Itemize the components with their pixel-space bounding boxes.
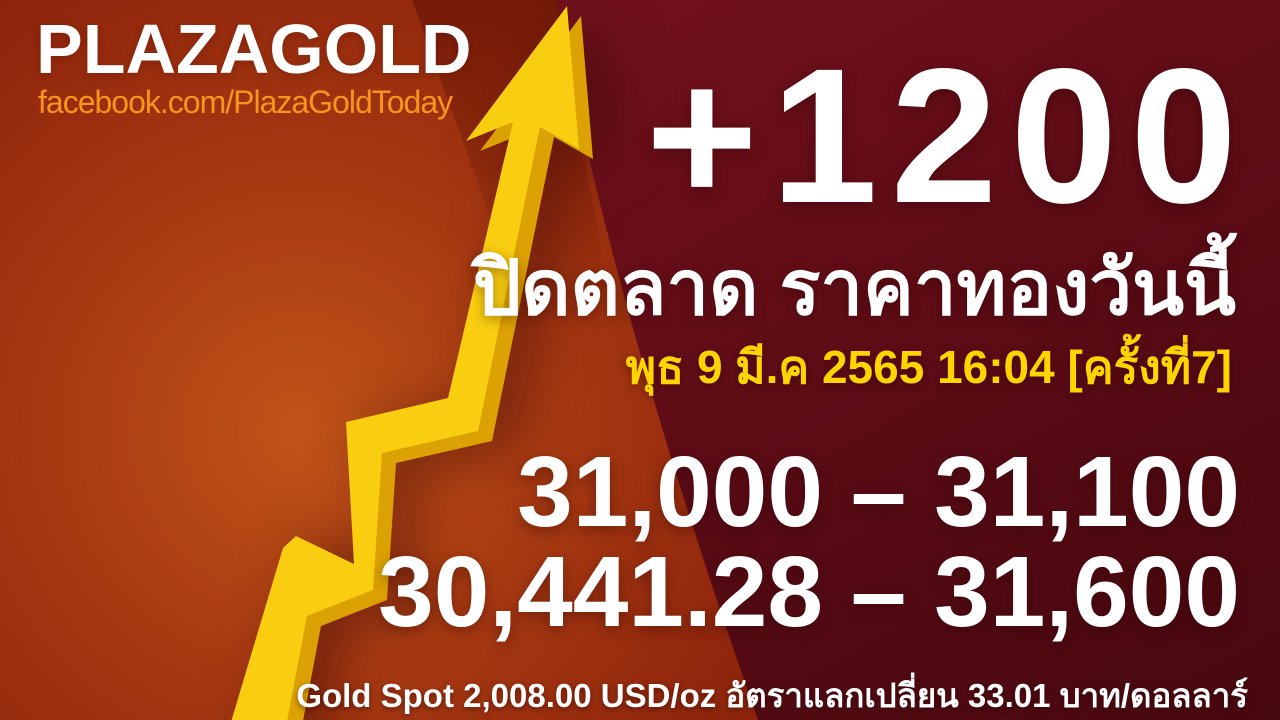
price-change: +1200 [645, 28, 1250, 243]
price-line-2: 30,441.28 – 31,600 [378, 536, 1240, 648]
gold-spot-line: Gold Spot 2,008.00 USD/oz อัตราแลกเปลี่ย… [296, 677, 1248, 714]
brand-logo: PLAZAGOLD [36, 10, 472, 88]
headline: ปิดตลาด ราคาทองวันนี้ [472, 246, 1236, 331]
price-line-1: 31,000 – 31,100 [517, 436, 1240, 548]
facebook-url: facebook.com/PlazaGoldToday [38, 84, 453, 120]
date-time-line: พุธ 9 มี.ค 2565 16:04 [ครั้งที่7] [625, 341, 1232, 393]
